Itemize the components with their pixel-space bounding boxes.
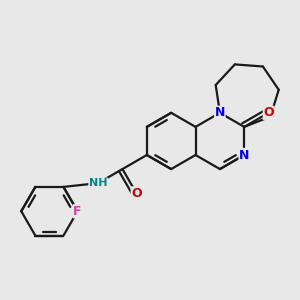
Text: N: N xyxy=(239,148,249,161)
Text: O: O xyxy=(263,106,274,119)
Text: F: F xyxy=(73,205,82,218)
Text: NH: NH xyxy=(89,178,107,188)
Text: N: N xyxy=(215,106,225,119)
Text: O: O xyxy=(131,187,142,200)
